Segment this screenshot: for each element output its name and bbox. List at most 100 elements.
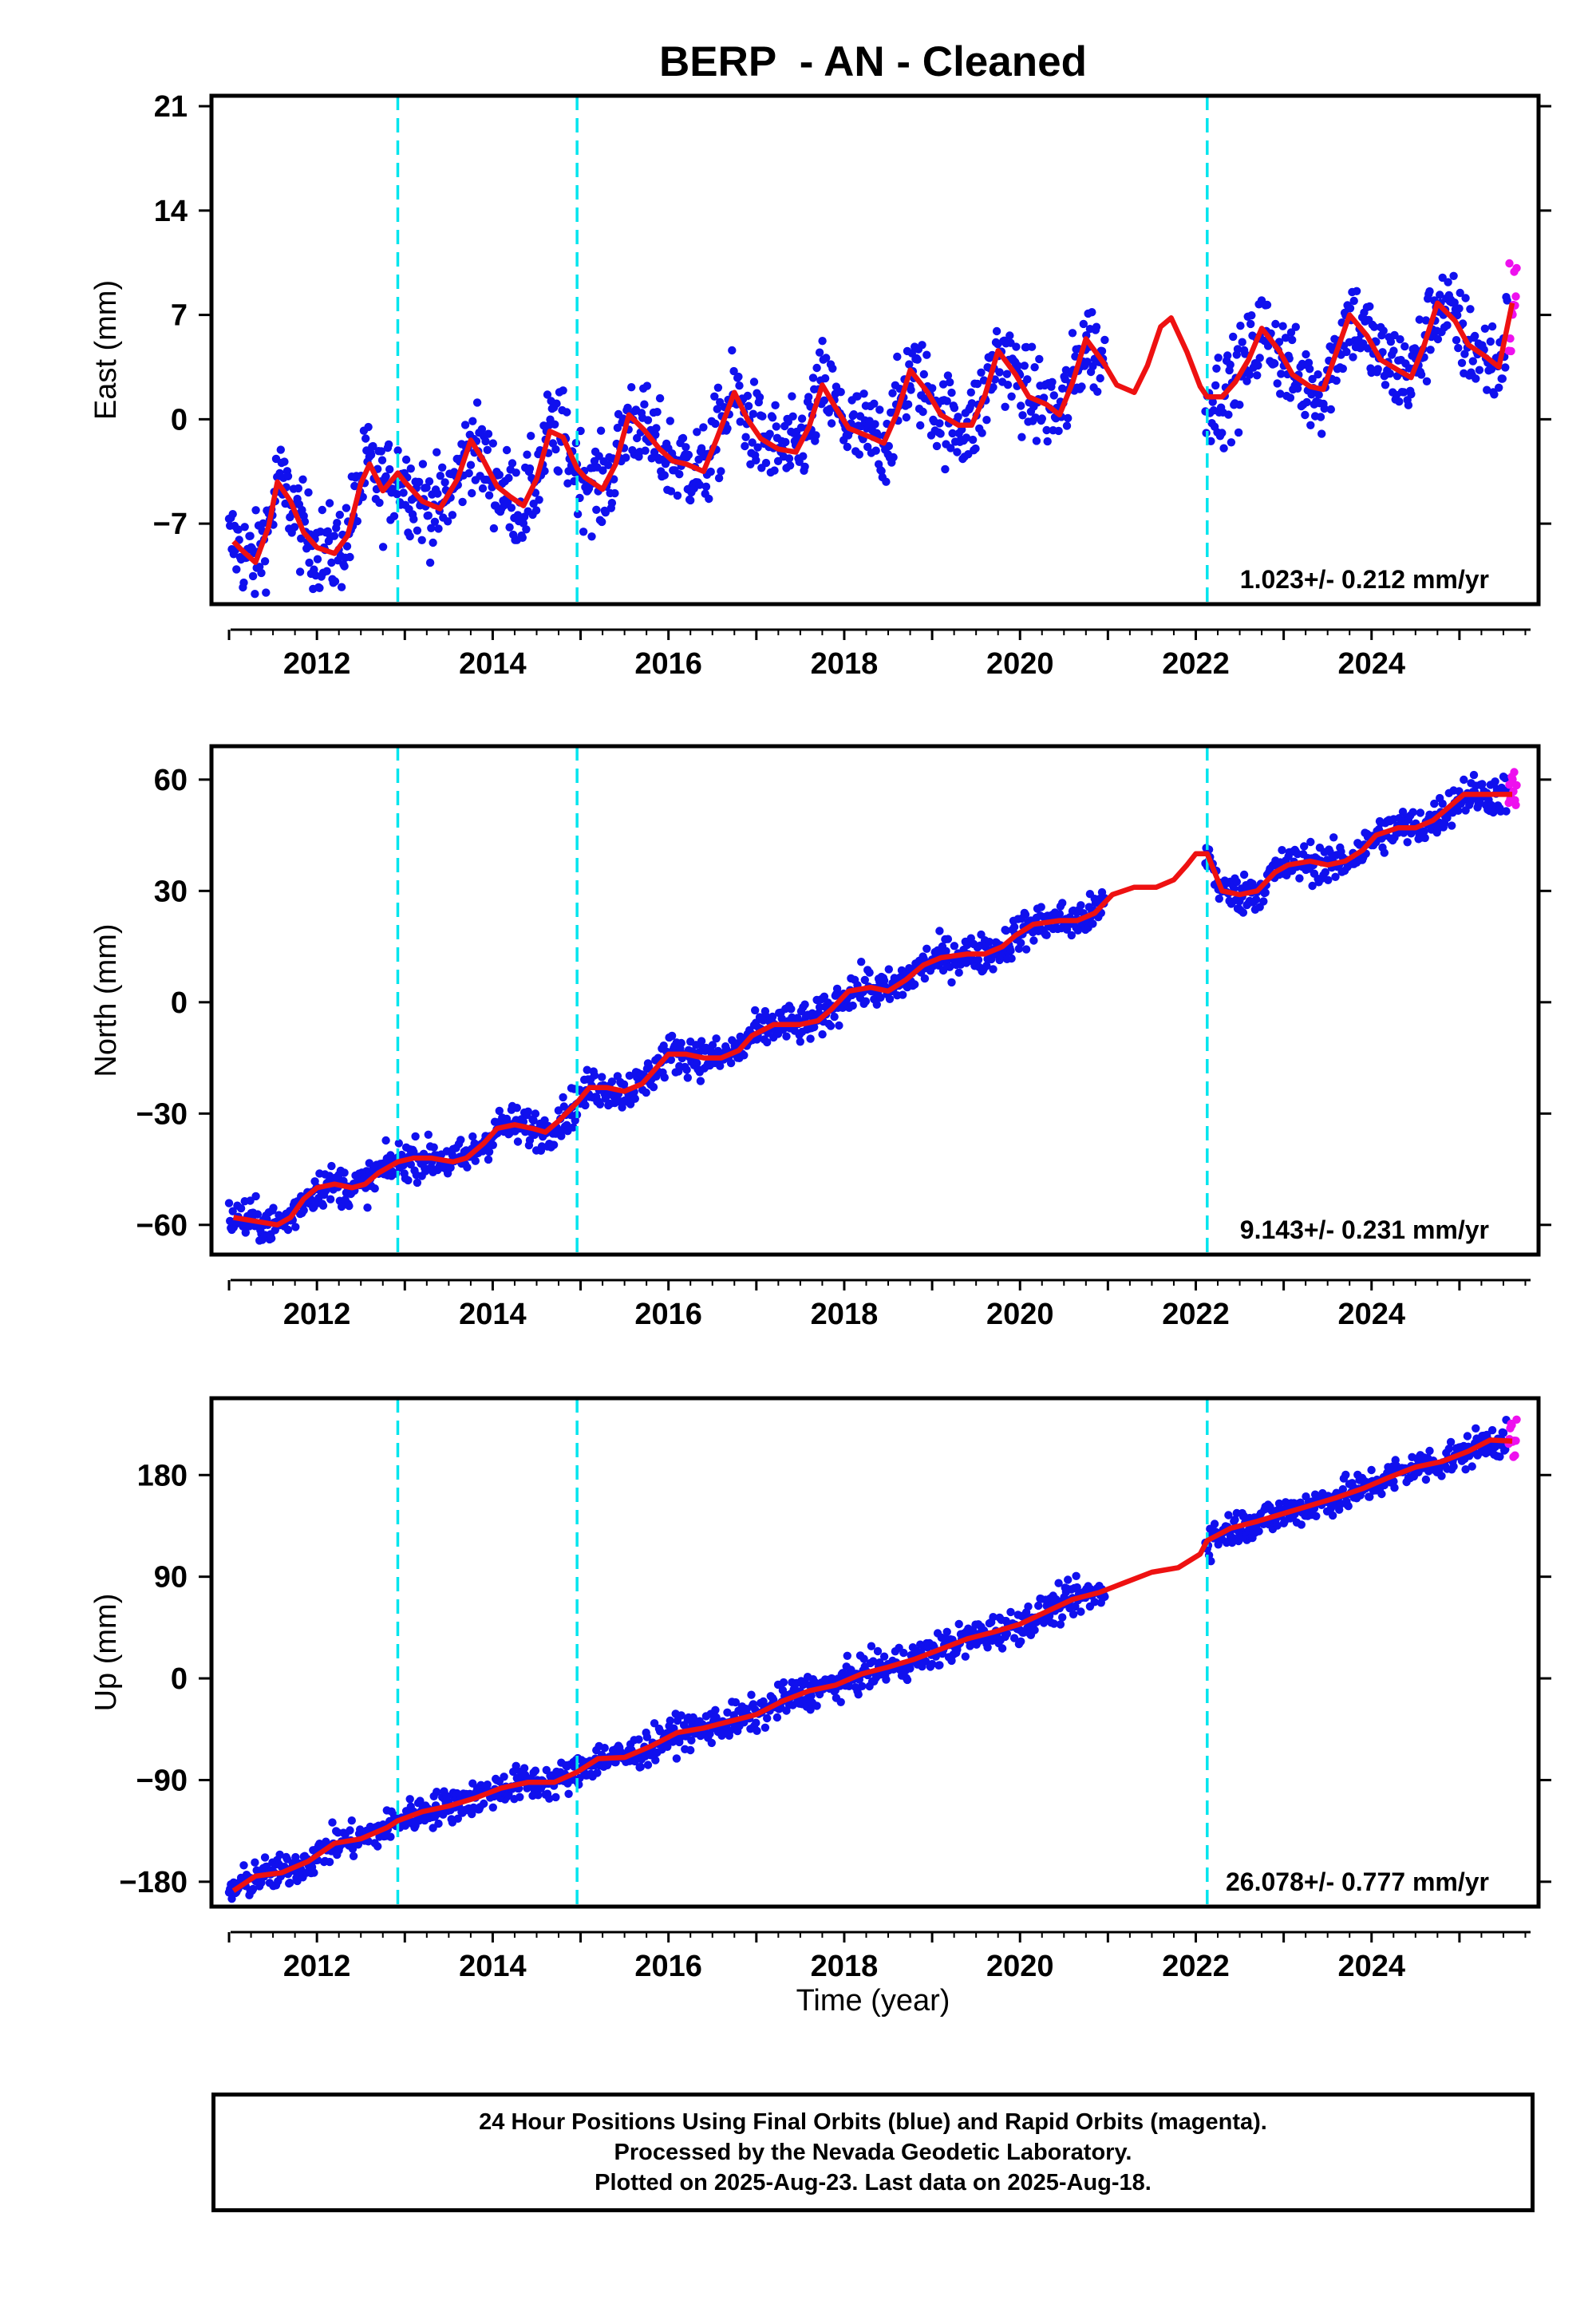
up-data-point (1064, 1575, 1073, 1584)
east-data-point (1483, 385, 1491, 394)
east-data-point (681, 443, 690, 452)
east-data-point (815, 348, 824, 357)
up-data-point (836, 1697, 845, 1706)
north-data-point (1029, 936, 1038, 945)
north-data-point (246, 1196, 255, 1205)
east-data-point (433, 489, 442, 498)
east-data-point (765, 429, 774, 438)
north-data-point (337, 1202, 346, 1211)
east-data-point (322, 567, 331, 575)
up-data-point (239, 1861, 248, 1870)
east-data-point (1229, 332, 1238, 342)
north-data-point (345, 1201, 354, 1211)
up-data-point (354, 1840, 363, 1849)
east-data-point (294, 484, 302, 493)
east-y-axis-label: East (mm) (89, 280, 123, 420)
east-data-point (554, 467, 563, 476)
east-data-point (1042, 425, 1051, 435)
east-data-point (773, 456, 783, 465)
east-data-point (504, 473, 513, 483)
north-velocity-label: 9.143+/- 0.231 mm/yr (1240, 1215, 1489, 1244)
north-data-point (1501, 773, 1510, 783)
east-data-point (342, 504, 351, 512)
east-data-point (1369, 322, 1379, 331)
north-data-point (1420, 827, 1428, 836)
east-data-point (484, 429, 493, 438)
up-data-point (1274, 1499, 1284, 1508)
east-data-point (551, 445, 560, 454)
east-data-point (820, 373, 830, 383)
north-data-point (283, 1225, 293, 1235)
up-final-orbit-points (224, 1416, 1511, 1903)
east-data-point (761, 458, 771, 468)
north-data-point (583, 1065, 591, 1074)
north-data-point (531, 1109, 540, 1118)
east-data-point (425, 558, 435, 567)
east-data-point (928, 384, 937, 393)
east-data-point (741, 433, 750, 441)
east-data-point (948, 429, 957, 438)
east-data-point (522, 525, 531, 534)
east-data-point (870, 399, 879, 408)
east-data-point (884, 441, 894, 451)
up-data-point (531, 1766, 540, 1775)
east-data-point (695, 480, 704, 489)
north-data-point (935, 927, 944, 935)
east-data-point (752, 456, 760, 464)
up-data-point (1449, 1462, 1458, 1471)
east-data-point (413, 526, 422, 535)
up-data-point (711, 1705, 720, 1714)
east-data-point (1054, 426, 1063, 436)
north-data-point (559, 1093, 567, 1102)
east-data-point (818, 337, 827, 346)
north-data-point (267, 1234, 276, 1243)
up-data-point (1344, 1502, 1353, 1511)
north-data-point (1308, 881, 1317, 891)
east-data-point (1454, 343, 1463, 353)
up-data-point (651, 1756, 660, 1765)
x-tick-label: 2020 (986, 1298, 1054, 1331)
east-data-point (1314, 390, 1323, 399)
east-data-point (422, 483, 431, 492)
east-data-point (607, 499, 617, 508)
east-data-point (543, 390, 552, 399)
east-data-point (1404, 401, 1413, 409)
up-data-point (433, 1788, 441, 1796)
east-data-point (1452, 336, 1461, 345)
east-data-point (772, 422, 780, 431)
east-model-line (231, 300, 1515, 565)
east-data-point (943, 371, 953, 380)
east-data-point (684, 450, 693, 460)
up-data-point (519, 1764, 529, 1773)
north-data-point (513, 1137, 523, 1146)
east-data-point (1254, 361, 1262, 370)
east-rapid-point (1512, 263, 1521, 273)
up-data-point (935, 1661, 944, 1670)
caption-box: 24 Hour Positions Using Final Orbits (bl… (211, 2093, 1535, 2212)
east-data-point (518, 533, 527, 542)
up-data-point (961, 1652, 970, 1661)
up-data-point (483, 1780, 492, 1789)
east-data-point (1379, 326, 1388, 335)
up-data-point (1446, 1437, 1456, 1447)
north-data-point (581, 1101, 590, 1110)
east-data-point (523, 450, 531, 459)
north-data-point (590, 1071, 599, 1080)
north-data-point (456, 1136, 465, 1144)
east-data-point (673, 491, 682, 500)
east-data-point (1363, 344, 1373, 353)
east-data-point (623, 403, 632, 413)
east-data-point (651, 430, 660, 439)
up-data-point (1058, 1613, 1067, 1622)
east-data-point (1314, 370, 1322, 379)
north-data-point (224, 1199, 234, 1207)
x-tick-label: 2014 (459, 1950, 527, 1983)
up-data-point (453, 1814, 462, 1823)
east-data-point (1415, 315, 1424, 324)
north-data-point (954, 968, 963, 977)
north-data-point (1430, 799, 1439, 808)
up-data-point (806, 1705, 815, 1714)
north-data-point (649, 1083, 658, 1092)
east-data-point (1235, 401, 1244, 409)
up-data-point (1009, 1634, 1019, 1642)
